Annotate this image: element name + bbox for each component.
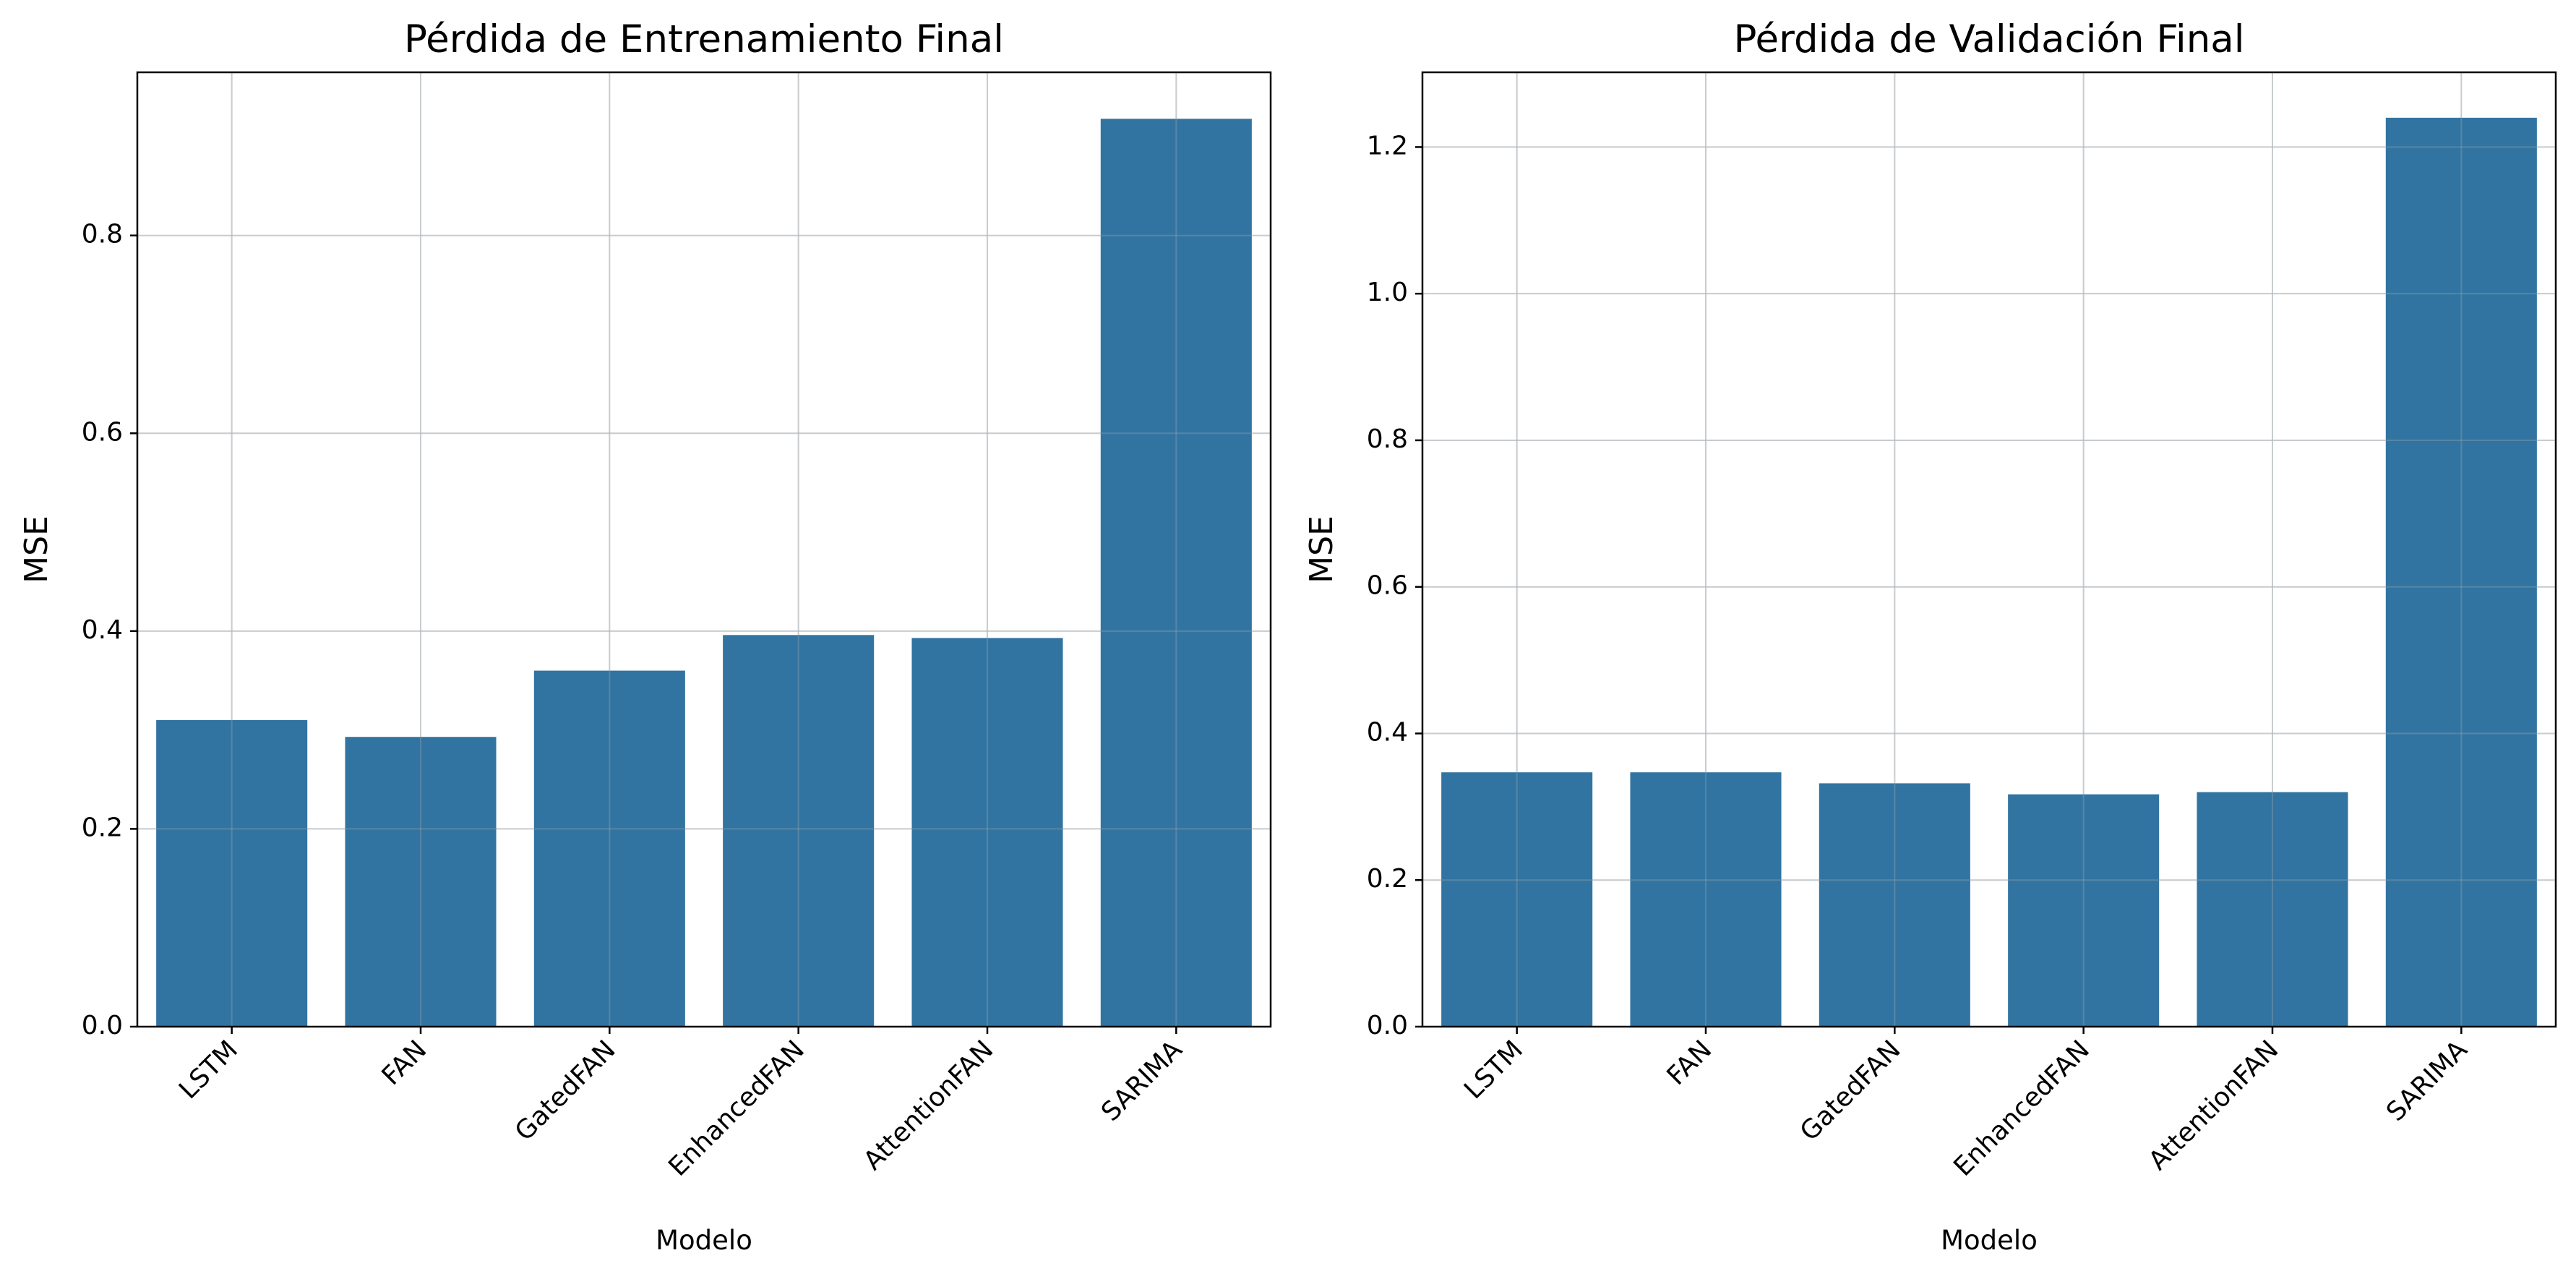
y-tick-label: 0.0 <box>82 1011 123 1040</box>
bar-fan <box>1630 772 1782 1027</box>
y-tick-label: 0.4 <box>1367 717 1408 747</box>
y-tick-label: 0.8 <box>82 220 123 249</box>
bar-attentionfan <box>2197 792 2348 1027</box>
x-tick-label: LSTM <box>173 1035 244 1105</box>
x-axis-label: Modelo <box>656 1225 752 1256</box>
x-tick-label: SARIMA <box>2381 1035 2473 1127</box>
chart-validation-loss: 0.0 0.2 0.4 0.6 0.8 1.0 1.2 LSTM FAN GatedFAN Enh… <box>1303 17 2557 1256</box>
x-tick-label: SARIMA <box>1096 1035 1188 1127</box>
axes-frame <box>1421 71 2557 1028</box>
x-ticks: LSTM FAN GatedFAN EnhancedFAN AttentionFAN SA… <box>1459 1027 2473 1182</box>
chart-training-loss: 0.0 0.2 0.4 0.6 0.8 LSTM FAN GatedFAN EnhancedF… <box>18 17 1272 1256</box>
bar-fan <box>345 737 497 1027</box>
x-tick-label: FAN <box>377 1035 433 1091</box>
y-tick-label: 0.6 <box>1367 571 1408 601</box>
plot-area <box>1422 72 2556 1027</box>
chart-title: Pérdida de Validación Final <box>1733 17 2244 61</box>
y-axis-label: MSE <box>1303 516 1340 583</box>
x-tick-label: AttentionFAN <box>858 1035 999 1176</box>
y-axis-label: MSE <box>18 516 55 583</box>
bar-sarima <box>1100 119 1252 1027</box>
bar-enhancedfan <box>2008 794 2160 1027</box>
x-tick-label: GatedFAN <box>1795 1035 1907 1147</box>
bar-attentionfan <box>911 638 1063 1027</box>
bars <box>1441 117 2537 1027</box>
bar-gatedfan <box>1819 783 1970 1027</box>
x-tick-label: EnhancedFAN <box>663 1035 810 1182</box>
y-tick-label: 1.2 <box>1367 131 1408 161</box>
y-tick-label: 0.4 <box>82 615 123 645</box>
x-tick-label: GatedFAN <box>510 1035 622 1147</box>
y-tick-label: 0.8 <box>1367 424 1408 454</box>
bar-sarima <box>2385 117 2537 1027</box>
x-tick-label: AttentionFAN <box>2143 1035 2284 1176</box>
x-tick-label: EnhancedFAN <box>1948 1035 2095 1182</box>
y-tick-label: 1.0 <box>1367 278 1408 307</box>
bar-lstm <box>1441 772 1593 1027</box>
plot-area <box>137 72 1271 1027</box>
x-tick-label: LSTM <box>1459 1035 1529 1105</box>
y-ticks: 0.0 0.2 0.4 0.6 0.8 1.0 1.2 <box>1367 131 1422 1040</box>
x-ticks: LSTM FAN GatedFAN EnhancedFAN AttentionFAN SA… <box>173 1027 1188 1182</box>
bars <box>156 119 1252 1027</box>
bar-enhancedfan <box>723 635 875 1027</box>
y-tick-label: 0.6 <box>82 417 123 447</box>
y-tick-label: 0.2 <box>1367 864 1408 894</box>
x-tick-label: FAN <box>1662 1035 1718 1091</box>
bar-lstm <box>156 719 308 1027</box>
bar-gatedfan <box>533 670 685 1027</box>
chart-title: Pérdida de Entrenamiento Final <box>404 17 1004 61</box>
y-ticks: 0.0 0.2 0.4 0.6 0.8 <box>82 220 137 1040</box>
x-axis-label: Modelo <box>1941 1225 2038 1256</box>
y-tick-label: 0.2 <box>82 813 123 842</box>
grid-lines-overlay <box>1422 72 2556 1027</box>
y-tick-label: 0.0 <box>1367 1011 1408 1040</box>
axes-frame <box>136 71 1272 1028</box>
